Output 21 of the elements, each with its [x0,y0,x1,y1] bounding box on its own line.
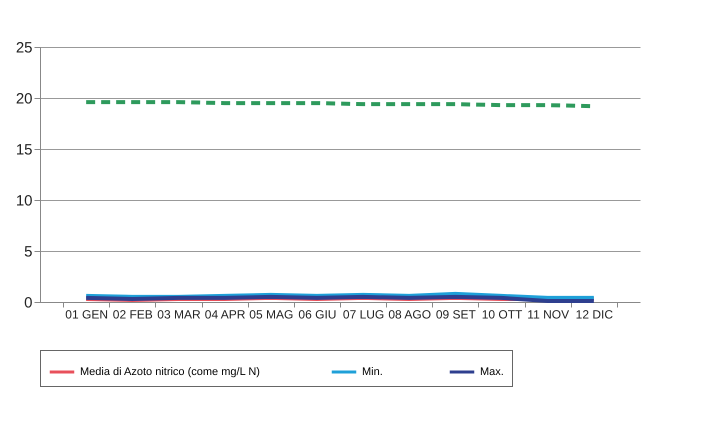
x-tick-label: 02 FEB [112,308,153,322]
y-tick-label: 15 [16,142,32,158]
y-tick-label: 25 [16,40,32,56]
legend-label: Media di Azoto nitrico (come mg/L N) [80,366,260,378]
x-tick-label: 07 LUG [342,308,384,322]
y-tick-label: 5 [24,244,32,260]
x-tick-label: 10 OTT [482,308,524,322]
legend-label: Max. [480,366,504,378]
x-tick-label: 01 GEN [65,308,108,322]
y-tick-label: 20 [16,90,32,108]
legend-label: Min. [362,366,383,378]
y-tick-label: 10 [16,192,32,210]
x-tick-label: 09 SET [436,308,477,322]
x-tick-label: 06 GIU [298,308,336,322]
x-tick-label: 12 DIC [576,308,614,322]
x-tick-label: 11 NOV [527,308,570,322]
x-tick-label: 08 AGO [388,308,432,322]
y-tick-label: 0 [24,294,32,312]
x-tick-label: 03 MAR [157,308,201,322]
x-tick-label: 04 APR [204,308,246,322]
x-tick-label: 05 MAG [249,308,294,322]
